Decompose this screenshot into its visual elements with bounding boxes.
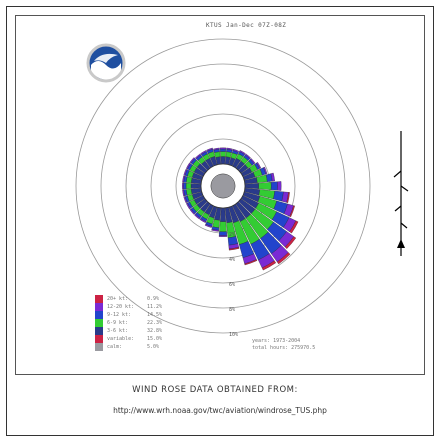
stats-hours: total hours: 275970.5 bbox=[252, 345, 316, 351]
rose-sector-180-2 bbox=[218, 231, 228, 236]
legend-value: 32.8% bbox=[147, 328, 163, 334]
legend-swatch bbox=[95, 295, 103, 303]
legend-swatch bbox=[95, 335, 103, 343]
rose-sector-350-3 bbox=[213, 147, 220, 151]
rose-sector-60-3 bbox=[256, 162, 262, 169]
rose-sector-300-3 bbox=[186, 162, 191, 170]
rose-sector-80-3 bbox=[270, 172, 275, 182]
noaa-logo-icon bbox=[86, 43, 126, 83]
rose-sector-160-4 bbox=[244, 259, 258, 266]
rose-sector-0-3 bbox=[219, 147, 227, 150]
rose-sector-70-3 bbox=[263, 166, 268, 175]
ring-10% bbox=[75, 38, 371, 334]
rose-sector-0-2 bbox=[219, 148, 227, 152]
rose-sector-120-4 bbox=[289, 220, 299, 234]
ring-4% bbox=[150, 113, 296, 259]
legend-value: 22.3% bbox=[147, 320, 163, 326]
rose-sector-150-4 bbox=[261, 260, 277, 271]
rose-sector-270-3 bbox=[182, 182, 184, 190]
rose-sector-30-3 bbox=[239, 150, 246, 155]
legend-swatch bbox=[95, 319, 103, 327]
rose-sector-270-1 bbox=[185, 182, 192, 190]
windrose-plot-panel: 2% 4% 6% 8% 10% KTUS Jan-Dec 07Z-08Z 20+ kt:… bbox=[15, 15, 425, 375]
rose-sector-190-3 bbox=[211, 228, 219, 232]
rose-sector-320-3 bbox=[195, 153, 201, 159]
rose-sector-190-1 bbox=[212, 219, 220, 228]
rose-sector-110-4 bbox=[289, 205, 295, 218]
windrose-content: 2% 4% 6% 8% 10% KTUS Jan-Dec 07Z-08Z 20+ kt:… bbox=[15, 15, 425, 435]
rose-sector-180-3 bbox=[218, 235, 228, 237]
ring-8% bbox=[100, 63, 346, 309]
legend-swatch bbox=[95, 311, 103, 319]
rose-sector-130-4 bbox=[284, 236, 297, 249]
wind-barb-icon bbox=[393, 131, 409, 256]
rose-sector-180-0 bbox=[220, 207, 226, 222]
legend-swatch bbox=[95, 303, 103, 311]
footer-source-url[interactable]: http://www.wrh.noaa.gov/twc/aviation/win… bbox=[113, 406, 327, 415]
rose-sector-10-3 bbox=[226, 147, 233, 151]
legend-label: 9-12 kt: bbox=[107, 312, 132, 318]
rose-sector-100-2 bbox=[273, 190, 284, 202]
legend-value: 14.5% bbox=[147, 312, 163, 318]
rose-sector-90-3 bbox=[277, 181, 282, 191]
rose-sector-0-0 bbox=[220, 156, 226, 165]
rose-sector-310-3 bbox=[189, 157, 196, 164]
windrose-chart: 2% 4% 6% 8% 10% bbox=[75, 38, 371, 338]
rose-sector-90-1 bbox=[258, 182, 272, 190]
ring-6% bbox=[125, 88, 321, 284]
rose-sector-140-4 bbox=[276, 252, 291, 265]
legend-label: variable: bbox=[107, 336, 135, 342]
rose-sector-180-1 bbox=[219, 221, 227, 232]
rose-sector-40-3 bbox=[245, 153, 251, 159]
legend-value: 0.9% bbox=[147, 296, 160, 302]
legend-label: 12-20 kt: bbox=[107, 304, 135, 310]
rose-sector-270-2 bbox=[183, 182, 187, 190]
footer: WIND ROSE DATA OBTAINED FROM: http://www… bbox=[15, 385, 425, 415]
rose-sector-340-3 bbox=[206, 147, 213, 152]
stats-years: years: 1973-2004 bbox=[252, 338, 301, 344]
legend-value: 11.2% bbox=[147, 304, 163, 310]
rose-sector-50-3 bbox=[250, 158, 256, 164]
ring-label-8%: 8% bbox=[229, 307, 235, 313]
legend-value: 5.0% bbox=[147, 344, 160, 350]
legend-swatch bbox=[95, 327, 103, 335]
rose-sector-240-3 bbox=[186, 202, 191, 210]
ring-label-10%: 10% bbox=[229, 332, 238, 338]
rose-sector-290-3 bbox=[183, 168, 188, 176]
ring-label-4%: 4% bbox=[229, 257, 235, 263]
legend-swatch bbox=[95, 343, 103, 351]
windrose-frame: 2% 4% 6% 8% 10% KTUS Jan-Dec 07Z-08Z 20+ kt:… bbox=[6, 6, 434, 436]
rose-sector-250-3 bbox=[183, 196, 188, 204]
legend-label: calm: bbox=[107, 344, 123, 350]
legend-label: 6-9 kt: bbox=[107, 320, 129, 326]
rose-sector-270-0 bbox=[190, 183, 202, 189]
legend-value: 15.0% bbox=[147, 336, 163, 342]
rose-sector-0-1 bbox=[220, 151, 226, 157]
rose-sector-330-3 bbox=[200, 150, 207, 155]
rose-sector-260-3 bbox=[182, 189, 185, 197]
footer-source-label: WIND ROSE DATA OBTAINED FROM: bbox=[132, 385, 298, 395]
rose-sector-20-3 bbox=[232, 148, 240, 153]
rose-sector-200-3 bbox=[204, 224, 212, 228]
rose-sector-280-3 bbox=[182, 175, 185, 183]
rose-sector-100-4 bbox=[286, 192, 290, 203]
legend-label: 20+ kt: bbox=[107, 296, 129, 302]
rose-sector-170-4 bbox=[228, 247, 240, 251]
rose-sector-90-0 bbox=[244, 183, 259, 189]
plot-title: KTUS Jan-Dec 07Z-08Z bbox=[206, 22, 287, 29]
legend-label: 3-6 kt: bbox=[107, 328, 129, 334]
rose-sector-220-3 bbox=[194, 213, 201, 220]
rose-sector-90-2 bbox=[270, 181, 278, 191]
speed-legend: 20+ kt: 0.9% 12-20 kt: 11.2% 9-12 kt: 14.5% 6-… bbox=[95, 295, 190, 355]
ring-label-6%: 6% bbox=[229, 282, 235, 288]
ring-label-2%: 2% bbox=[229, 232, 235, 238]
rose-sector-210-3 bbox=[199, 218, 207, 223]
calm-inner bbox=[210, 173, 236, 199]
rose-sector-230-3 bbox=[189, 208, 196, 215]
